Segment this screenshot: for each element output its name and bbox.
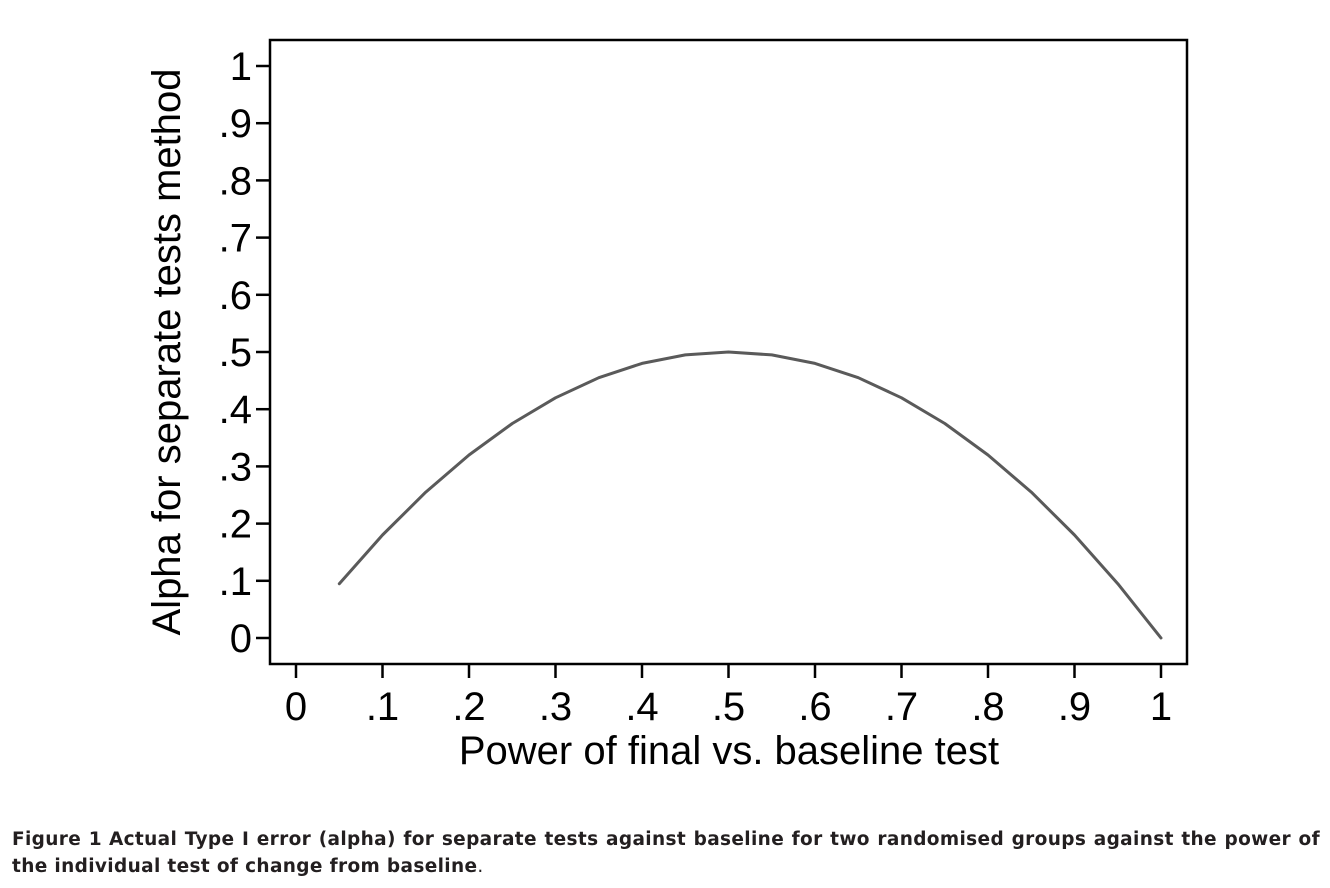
y-tick-label: .3 — [219, 445, 252, 489]
figure-caption-text: Actual Type I error (alpha) for separate… — [12, 829, 1320, 877]
y-tick-label: 1 — [230, 45, 252, 89]
x-tick-label: .4 — [625, 685, 658, 729]
series-line — [337, 350, 1163, 640]
figure-caption: Figure 1 Actual Type I error (alpha) for… — [12, 826, 1320, 880]
x-tick-label: .3 — [539, 685, 572, 729]
x-axis: 0 .1 .2 .3 .4 .5 .6 .7 .8 .9 1 — [285, 664, 1172, 729]
y-tick-label: .1 — [219, 560, 252, 604]
y-tick-label: .9 — [219, 102, 252, 146]
figure-label: Figure 1 — [12, 829, 102, 850]
caption-period: . — [477, 856, 484, 877]
x-tick-label: 0 — [285, 685, 307, 729]
y-tick-label: .6 — [219, 274, 252, 318]
x-tick-label: .5 — [712, 685, 745, 729]
y-tick-label: .7 — [219, 217, 252, 261]
y-tick-label: .2 — [219, 503, 252, 547]
x-tick-label: .2 — [452, 685, 485, 729]
x-tick-label: .7 — [885, 685, 918, 729]
y-axis: 0 .1 .2 .3 .4 .5 .6 .7 .8 .9 1 — [219, 45, 270, 661]
line-chart: 0 .1 .2 .3 .4 .5 .6 .7 .8 .9 1 0 .1 .2 .3 .4 .5 .6 .7 .8 .9… — [145, 38, 1189, 773]
y-tick-label: 0 — [230, 617, 252, 661]
x-tick-label: 1 — [1150, 685, 1172, 729]
y-tick-label: .5 — [219, 331, 252, 375]
y-tick-label: .4 — [219, 388, 252, 432]
x-axis-title: Power of final vs. baseline test — [459, 729, 999, 773]
x-tick-label: .8 — [971, 685, 1004, 729]
x-tick-label: .9 — [1058, 685, 1091, 729]
y-axis-title: Alpha for separate tests method — [145, 69, 189, 636]
x-tick-label: .6 — [798, 685, 831, 729]
x-tick-label: .1 — [366, 685, 399, 729]
y-tick-label: .8 — [219, 159, 252, 203]
